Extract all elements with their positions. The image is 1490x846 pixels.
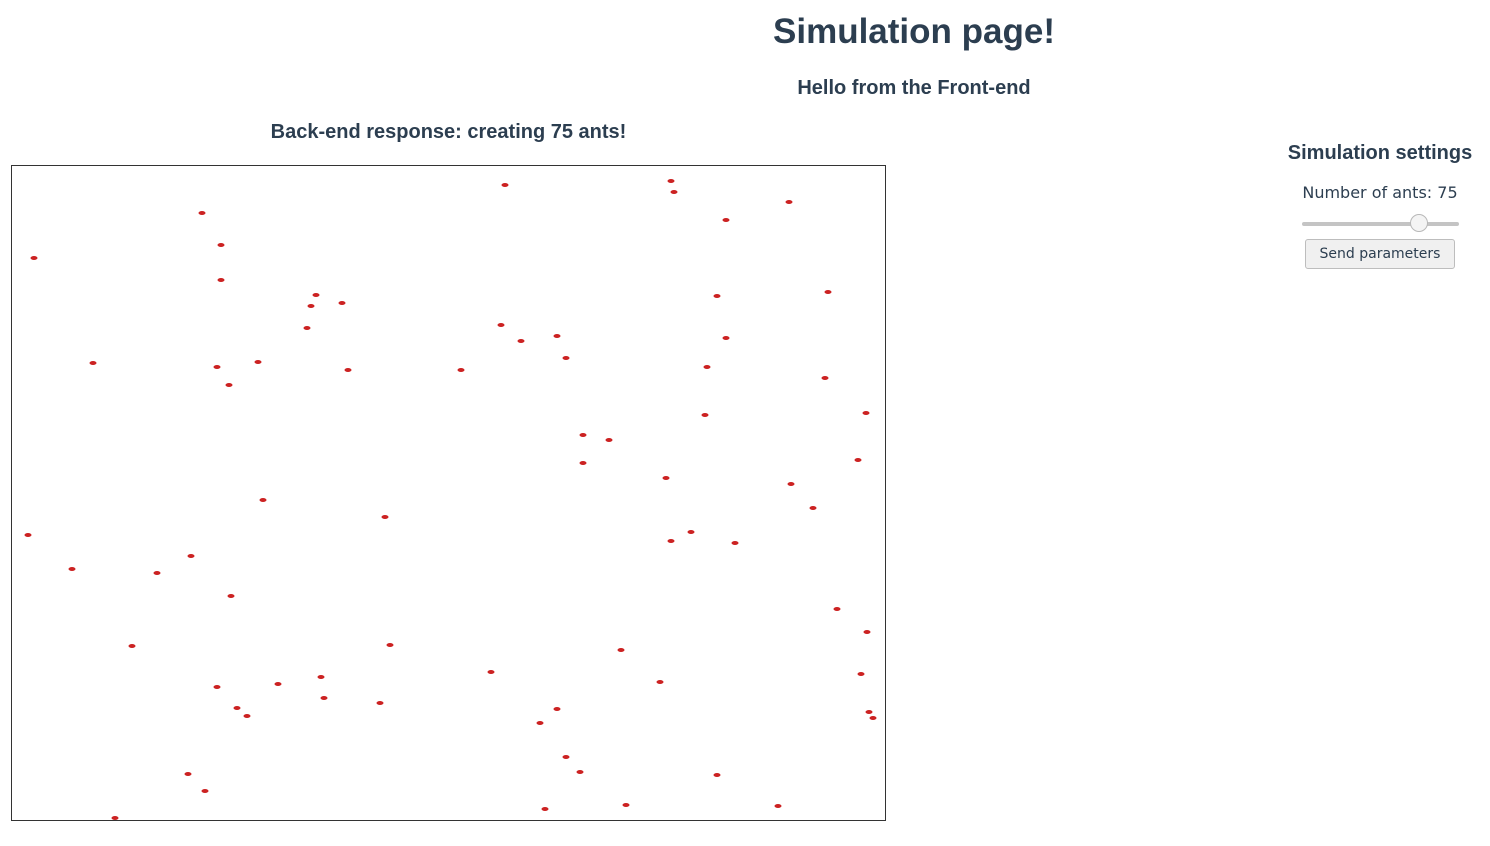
ant [111, 816, 119, 820]
ant [89, 361, 97, 365]
ant [68, 567, 76, 571]
ant [201, 789, 209, 793]
ant-field [24, 179, 877, 820]
ant [541, 807, 549, 811]
ant [536, 721, 544, 725]
ant [579, 433, 587, 437]
ant [833, 607, 841, 611]
ant [213, 365, 221, 369]
ant [722, 218, 730, 222]
ant [320, 696, 328, 700]
ant [376, 701, 384, 705]
ant [701, 413, 709, 417]
ant [128, 644, 136, 648]
ant [213, 685, 221, 689]
ant [785, 200, 793, 204]
ant [562, 356, 570, 360]
ant [865, 710, 873, 714]
ant [667, 179, 675, 183]
ant [854, 458, 862, 462]
ant-count-label: Number of ants: 75 [1302, 183, 1458, 202]
ant-count-slider[interactable] [1301, 214, 1459, 232]
ant [787, 482, 795, 486]
ant [254, 360, 262, 364]
simulation-canvas [11, 165, 886, 821]
ant [344, 368, 352, 372]
ant [243, 714, 251, 718]
greeting-text: Hello from the Front-end [797, 77, 1031, 99]
ant [579, 461, 587, 465]
ant [317, 675, 325, 679]
ant [386, 643, 394, 647]
ant [857, 672, 865, 676]
ant [863, 630, 871, 634]
ant [187, 554, 195, 558]
ant [731, 541, 739, 545]
ant [703, 365, 711, 369]
ant [217, 278, 225, 282]
ant [722, 336, 730, 340]
ant [227, 594, 235, 598]
ant [824, 290, 832, 294]
ant [217, 243, 225, 247]
send-parameters-button[interactable]: Send parameters [1304, 239, 1456, 269]
ant [259, 498, 267, 502]
ant [198, 211, 206, 215]
ant [153, 571, 161, 575]
ant [338, 301, 346, 305]
ant [497, 323, 505, 327]
ant [184, 772, 192, 776]
ant [381, 515, 389, 519]
ant [553, 707, 561, 711]
ant [713, 773, 721, 777]
ant [774, 804, 782, 808]
ant [656, 680, 664, 684]
ant [457, 368, 465, 372]
ant [274, 682, 282, 686]
ant [233, 706, 241, 710]
ant [622, 803, 630, 807]
ant [667, 539, 675, 543]
ant [501, 183, 509, 187]
ant [307, 304, 315, 308]
ant [662, 476, 670, 480]
ant [553, 334, 561, 338]
page-title: Simulation page! [773, 12, 1055, 51]
ant [809, 506, 817, 510]
backend-response: Back-end response: creating 75 ants! [270, 121, 627, 143]
ant [303, 326, 311, 330]
ant [862, 411, 870, 415]
ant [605, 438, 613, 442]
ant [687, 530, 695, 534]
ant [670, 190, 678, 194]
ant [487, 670, 495, 674]
settings-title: Simulation settings [1287, 142, 1473, 164]
ant [562, 755, 570, 759]
ant [517, 339, 525, 343]
ant [312, 293, 320, 297]
slider-thumb[interactable] [1410, 214, 1429, 232]
settings-panel: Simulation settings Number of ants: 75 S… [1275, 140, 1485, 269]
ant [617, 648, 625, 652]
ant [30, 256, 38, 260]
ant [713, 294, 721, 298]
ant [821, 376, 829, 380]
ant [225, 383, 233, 387]
ant [576, 770, 584, 774]
ant [869, 716, 877, 720]
ant [24, 533, 32, 537]
